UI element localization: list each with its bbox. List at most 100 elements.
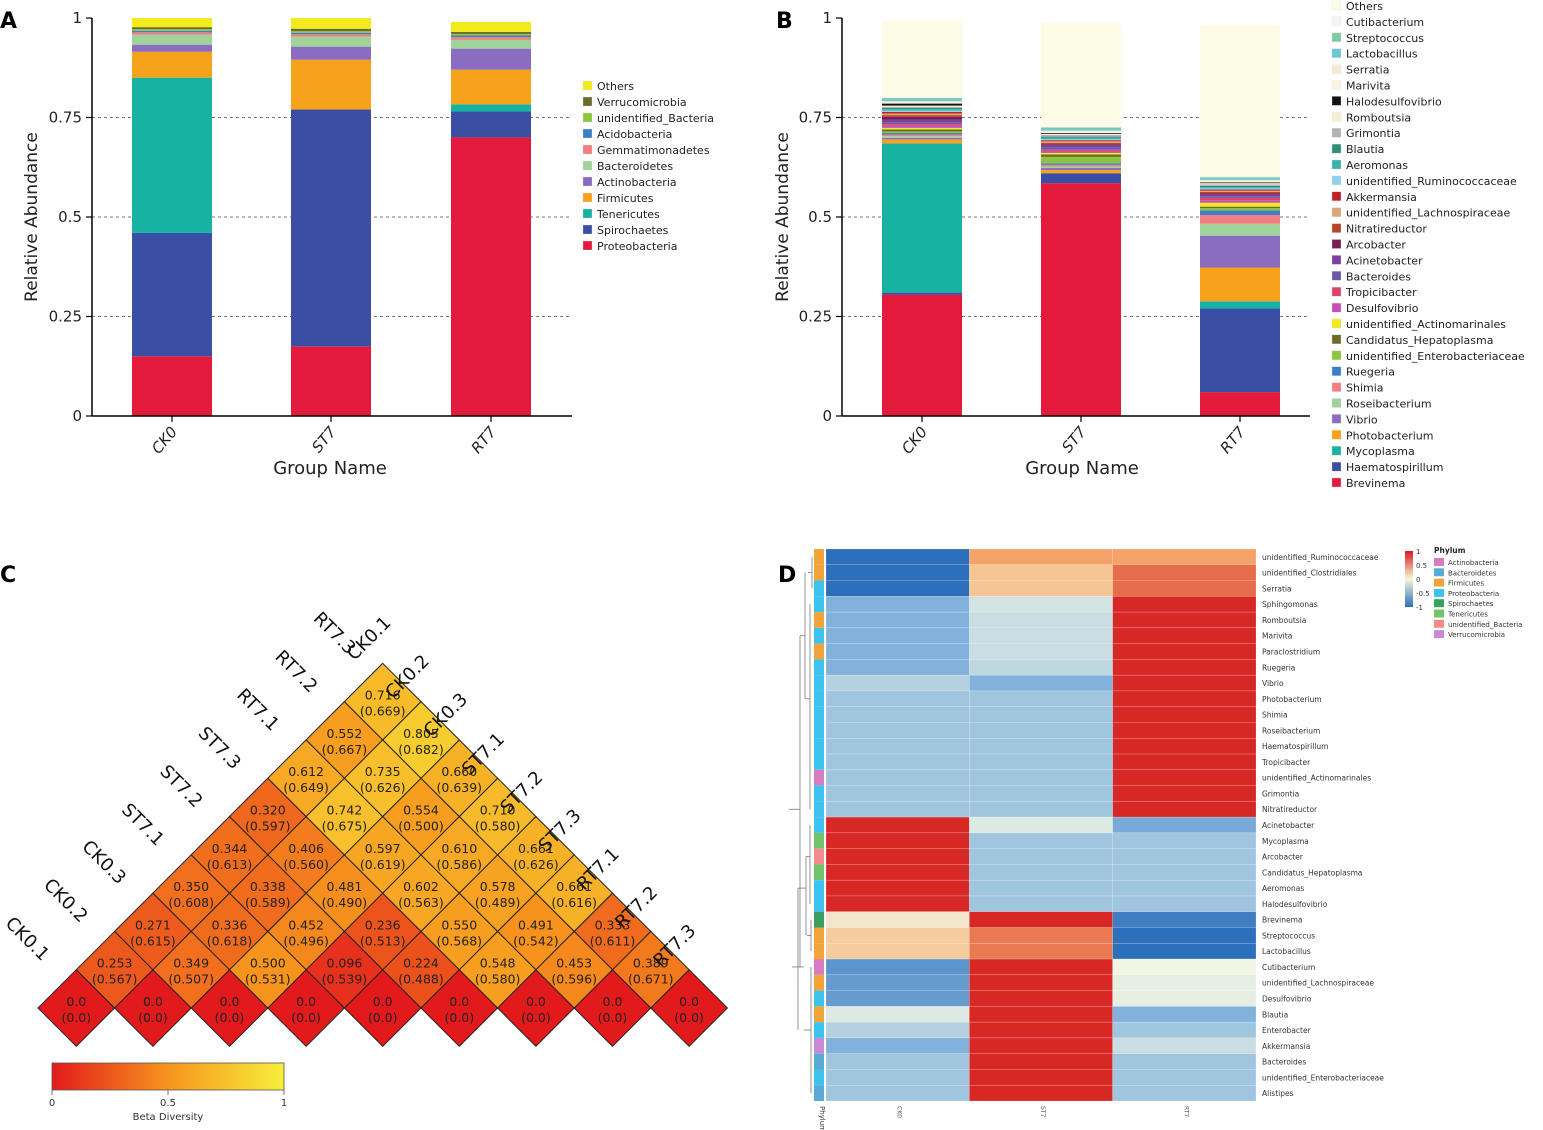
legend-label-candidatus-hepatoplasma: Candidatus_Hepatoplasma: [1346, 334, 1493, 347]
cell-value-st7-1-st7-1: 0.0: [296, 994, 316, 1009]
cell-paren-ck0-3-rt7-2: (0.500): [398, 819, 444, 834]
bar-rt7-unidentified-ruminococcaceae: [1200, 188, 1280, 190]
legend-label-lactobacillus: Lactobacillus: [1346, 48, 1418, 61]
row-label-lactobacillus: Lactobacillus: [1262, 947, 1311, 956]
bar-ck0-acidobacteria: [132, 30, 212, 33]
cell-paren-st7-1-rt7-1: (0.563): [398, 895, 444, 910]
legend-swatch-nitratireductor: [1331, 223, 1342, 233]
legend-label-unidentified-actinomarinales: unidentified_Actinomarinales: [1346, 318, 1506, 331]
bar-rt7-others: [1200, 24, 1280, 177]
cell-aeromonas-rt7: [1112, 879, 1257, 897]
legend-label-romboutsia: Romboutsia: [1346, 111, 1411, 124]
phylum-tag-grimontia: [814, 785, 824, 802]
cell-marivita-ck0: [825, 627, 970, 644]
bar-ck0-blautia: [882, 107, 962, 110]
cell-value-st7-2-rt7-3: 0.661: [518, 841, 554, 856]
bar-ck0-cutibacterium: [882, 96, 962, 98]
panel-b-y-ticks: 0 0.25 0.5 0.75 1: [799, 9, 842, 425]
bar-rt7-spirochaetes: [451, 111, 531, 138]
cell-grimontia-ck0: [825, 785, 970, 802]
cell-paren-ck0-1-rt7-1: (0.649): [283, 780, 329, 795]
col-label-rt7: RT7: [1182, 1106, 1189, 1117]
cell-cutibacterium-ck0: [825, 958, 970, 976]
panel-b-legend: Others Cutibacterium Streptococcus Lactobac…: [1331, 0, 1525, 490]
cell-brevinema-ck0: [825, 911, 970, 928]
bar-ck0-ruegeria: [882, 133, 962, 135]
legend-swatch-halodesulfovibrio: [1331, 96, 1342, 106]
phylum-legend-swatch-unidentified-bacteria: [1434, 619, 1444, 628]
panel-d-row-dendrogram: [789, 556, 813, 1094]
phylum-tag-streptococcus: [814, 927, 824, 944]
legend-label-blautia: Blautia: [1346, 143, 1384, 156]
colorbar-tick-label: 0.5: [160, 1098, 176, 1109]
legend-swatch-unidentified-ruminococcaceae: [1331, 175, 1342, 186]
bar-st7-acinetobacter: [1041, 145, 1121, 148]
bar-ck0-tropicibacter: [882, 124, 962, 126]
legend-label-halodesulfovibrio: Halodesulfovibrio: [1346, 95, 1442, 108]
legend-swatch-others: [582, 80, 593, 91]
cell-akkermansia-ck0: [825, 1037, 970, 1054]
panel-d-row-labels: unidentified_Ruminococcaceae unidentified…: [1261, 553, 1384, 1098]
legend-swatch-unidentified-bacteria: [582, 112, 593, 123]
cell-value-ck0-1-rt7-2: 0.552: [327, 726, 363, 741]
y-tick-label: 0.75: [799, 109, 832, 127]
legend-label-grimontia: Grimontia: [1346, 127, 1401, 140]
cell-unidentified-lachnospiraceae-ck0: [825, 974, 970, 991]
bar-rt7-bacteroidetes: [451, 39, 531, 49]
phylum-tag-unidentified-ruminococcaceae: [814, 549, 824, 565]
cell-serratia-ck0: [825, 580, 970, 597]
bar-ck0-proteobacteria: [132, 356, 212, 416]
cell-haematospirillum-ck0: [825, 738, 970, 755]
legend-swatch-bacteroides: [1331, 271, 1342, 281]
cell-paren-ck0-3-ck0-3: (0.0): [215, 1010, 245, 1025]
panel-label-c: C: [0, 563, 16, 588]
bar-st7-ruegeria: [1041, 163, 1121, 165]
colorbar-tick-label: 0: [1416, 576, 1420, 584]
bar-rt7-actinobacteria: [451, 48, 531, 70]
cell-paren-ck0-1-ck0-3: (0.615): [130, 933, 176, 948]
bar-rt7-unidentified-lachnospiraceae: [1200, 190, 1280, 192]
bar-rt7-unidentified-bacteria: [451, 33, 531, 36]
cell-value-ck0-2-st7-2: 0.338: [250, 879, 286, 894]
legend-swatch-unidentified-lachnospiraceae: [1331, 207, 1342, 217]
colorbar-tick-label: -1: [1416, 604, 1423, 612]
cell-enterobacter-ck0: [825, 1021, 970, 1039]
bar-ck0-candidatus-hepatoplasma: [882, 129, 962, 132]
cell-paren-ck0-3-rt7-3: (0.639): [437, 780, 483, 795]
cell-value-ck0-3-st7-1: 0.500: [250, 956, 286, 971]
cell-paraclostridium-rt7: [1112, 643, 1257, 660]
row-label-alistipes: Alistipes: [1262, 1089, 1294, 1098]
legend-swatch-akkermansia: [1331, 191, 1342, 201]
y-tick-label: 1: [72, 9, 82, 27]
phylum-tag-unidentified-actinomarinales: [814, 769, 824, 786]
bar-st7-actinobacteria: [291, 46, 371, 60]
panel-d-phylum-axis-label: Phylum: [818, 1106, 826, 1130]
cell-paren-ck0-1-st7-1: (0.608): [168, 895, 214, 910]
cell-value-rt7-1-rt7-3: 0.333: [595, 917, 631, 932]
cell-halodesulfovibrio-st7: [969, 895, 1113, 912]
cell-unidentified-actinomarinales-rt7: [1112, 769, 1257, 786]
bar-ck0-romboutsia: [882, 105, 962, 107]
legend-swatch-others: [1331, 0, 1342, 11]
cell-arcobacter-rt7: [1112, 848, 1257, 865]
phylum-tag-marivita: [814, 627, 824, 644]
cell-value-ck0-3-st7-2: 0.452: [288, 917, 324, 932]
bar-st7-cutibacterium: [1041, 126, 1121, 128]
legend-swatch-vibrio: [1331, 414, 1342, 424]
cell-desulfovibrio-st7: [969, 990, 1113, 1007]
row-label-haematospirillum: Haematospirillum: [1262, 742, 1328, 751]
bar-ck0-firmicutes: [132, 51, 212, 78]
legend-swatch-marivita: [1331, 80, 1342, 90]
cell-blautia-rt7: [1112, 1006, 1257, 1023]
cell-unidentified-clostridiales-rt7: [1112, 564, 1257, 581]
cell-paren-st7-2-rt7-2: (0.489): [475, 895, 521, 910]
bar-rt7-cutibacterium: [1200, 176, 1280, 178]
legend-swatch-verrucomicrobia: [582, 96, 593, 107]
row-label-rt7-1: RT7.1: [232, 685, 283, 736]
legend-swatch-desulfovibrio: [1331, 302, 1342, 313]
legend-label-verrucomicrobia: Verrucomicrobia: [597, 96, 687, 109]
cell-paren-st7-3-rt7-2: (0.542): [513, 933, 559, 948]
phylum-tag-ruegeria: [814, 659, 824, 676]
cell-desulfovibrio-ck0: [825, 990, 970, 1007]
legend-label-cutibacterium: Cutibacterium: [1346, 16, 1424, 29]
